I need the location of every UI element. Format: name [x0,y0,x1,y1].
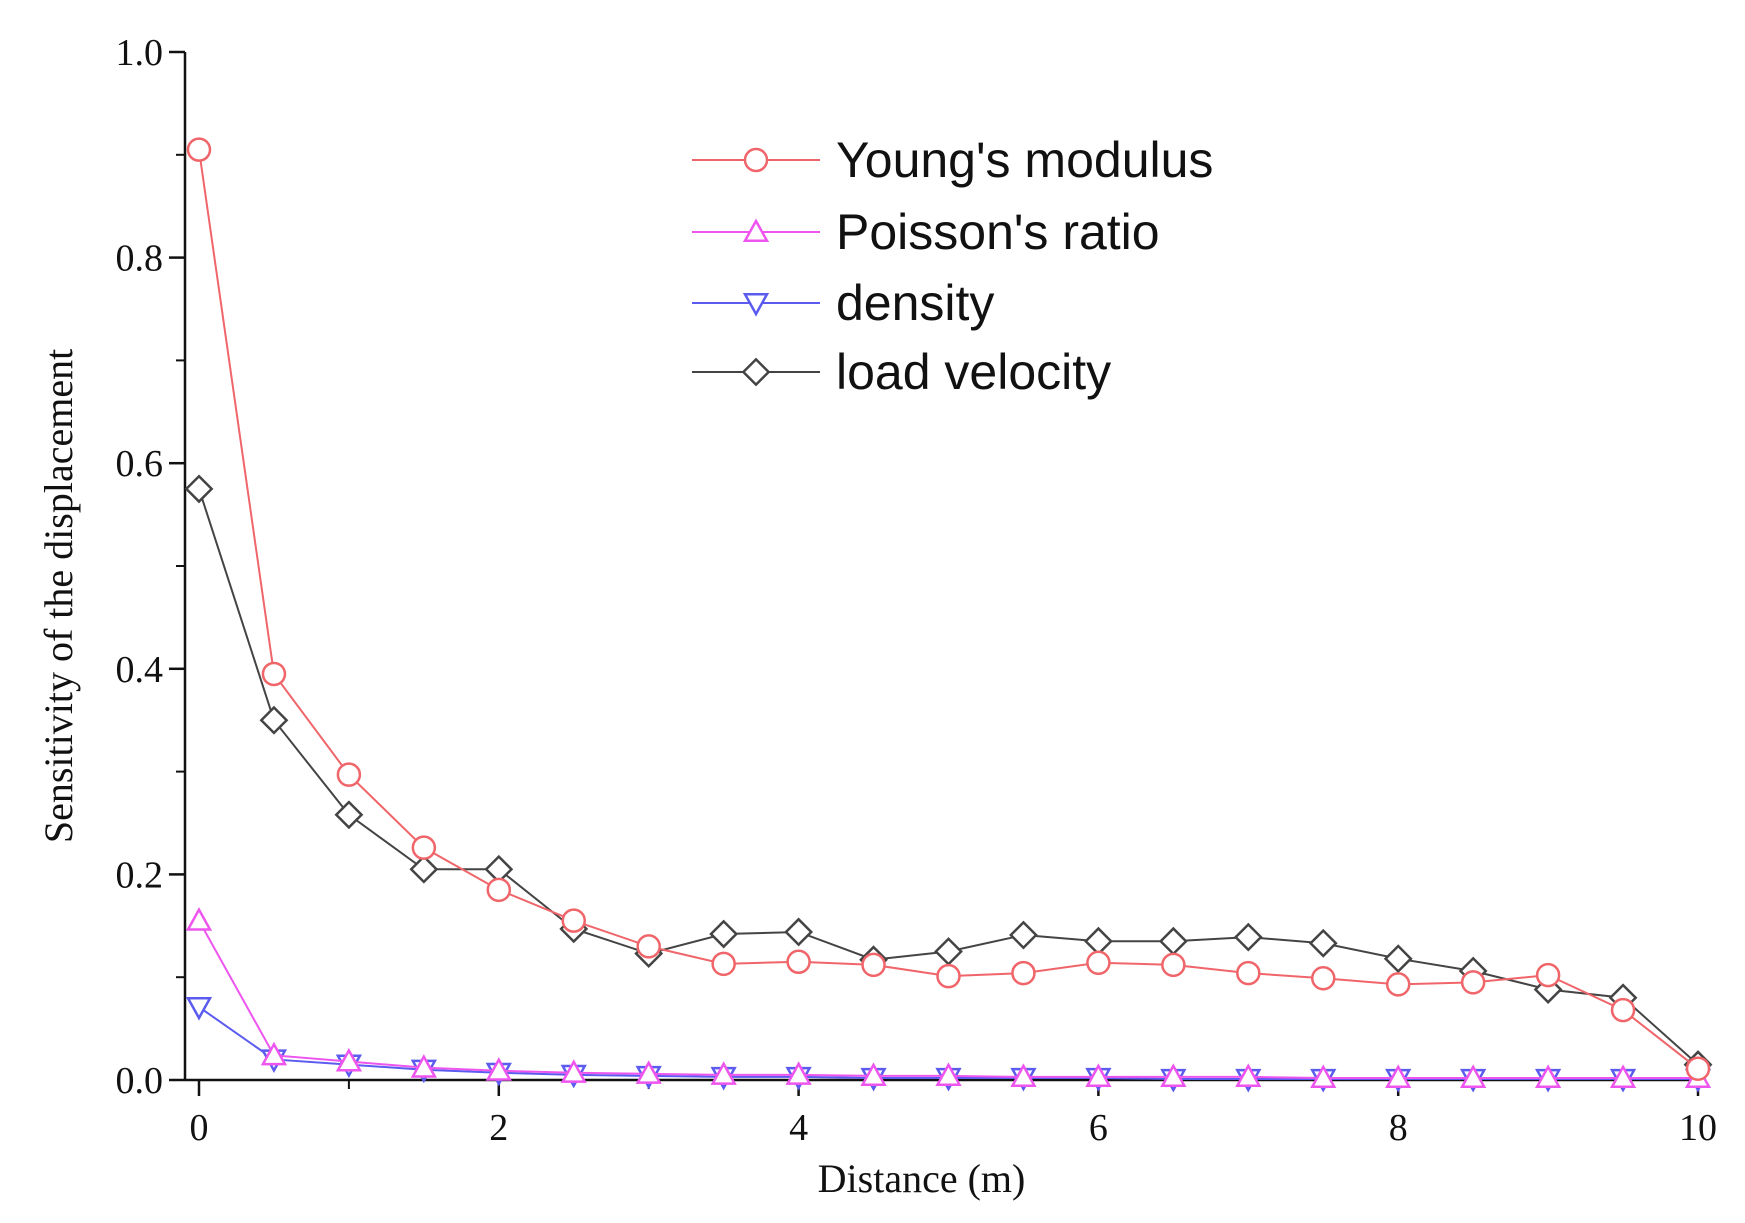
x-tick-label: 8 [1389,1107,1408,1149]
legend-label-density: density [836,275,994,331]
data-point-poisson-s-ratio [410,1054,437,1078]
legend-marker-density [742,292,770,317]
data-point-young-s-modulus [486,877,512,903]
y-tick-label: 0.8 [116,238,164,280]
y-tick-label: 0.4 [116,649,164,691]
data-point-load-velocity [1383,944,1413,974]
series-load-velocity [184,474,1713,1079]
data-point-load-velocity [409,854,439,884]
legend-marker-load-velocity [741,357,771,387]
data-point-poisson-s-ratio [335,1047,363,1072]
y-tick-label: 0.2 [116,854,164,896]
data-point-load-velocity [1533,975,1563,1004]
data-point-poisson-s-ratio [710,1061,737,1085]
y-tick-label: 0.6 [116,443,164,485]
data-point-young-s-modulus [786,949,811,975]
legend-marker-young-s-modulus [743,147,769,173]
data-point-young-s-modulus [1460,970,1486,995]
data-point-poisson-s-ratio [635,1060,662,1084]
data-point-poisson-s-ratio [1460,1064,1487,1088]
data-point-poisson-s-ratio [485,1057,512,1081]
x-tick-label: 10 [1679,1107,1717,1149]
data-point-load-velocity [784,917,814,947]
data-point-young-s-modulus [936,963,961,989]
data-point-young-s-modulus [261,661,287,687]
data-point-load-velocity [934,937,963,966]
data-point-poisson-s-ratio [1310,1064,1337,1088]
data-point-load-velocity [334,800,364,830]
data-point-young-s-modulus [1086,950,1111,976]
data-point-young-s-modulus [1385,972,1411,997]
data-point-young-s-modulus [1610,997,1636,1023]
data-point-young-s-modulus [861,952,886,978]
data-point-load-velocity [1233,922,1263,952]
data-point-poisson-s-ratio [260,1041,288,1066]
legend-label-load-velocity: load velocity [836,344,1111,400]
data-point-young-s-modulus [1535,962,1561,988]
data-point-poisson-s-ratio [1609,1064,1637,1088]
data-point-poisson-s-ratio [1160,1063,1187,1087]
legend: Young's modulus Poisson's ratio density loa… [692,132,1213,400]
data-point-poisson-s-ratio [935,1062,962,1086]
data-point-poisson-s-ratio [1085,1063,1112,1087]
x-tick-label: 0 [190,1107,209,1149]
data-point-load-velocity [259,705,289,735]
x-axis-title: Distance (m) [818,1156,1026,1201]
data-point-poisson-s-ratio [185,907,213,931]
data-point-young-s-modulus [636,934,661,959]
data-point-young-s-modulus [561,908,586,933]
y-tick-label: 0.0 [116,1060,164,1102]
data-point-poisson-s-ratio [1235,1063,1262,1087]
data-point-poisson-s-ratio [785,1061,812,1085]
data-point-poisson-s-ratio [1010,1063,1037,1087]
axes: 0.0 0.2 0.4 0.6 0.8 1.0 0 2 4 6 8 10 [116,32,1718,1149]
x-tick-label: 6 [1089,1107,1108,1149]
data-point-young-s-modulus [1011,960,1036,986]
data-point-young-s-modulus [336,762,362,787]
legend-label-young-s-modulus: Young's modulus [836,132,1213,188]
legend-marker-poisson-s-ratio [742,218,770,243]
data-point-density [185,996,213,1021]
data-point-young-s-modulus [1236,960,1261,986]
data-point-load-velocity [1083,926,1113,956]
data-point-poisson-s-ratio [860,1062,887,1086]
data-point-poisson-s-ratio [560,1059,587,1083]
data-point-poisson-s-ratio [1534,1064,1562,1088]
data-point-load-velocity [1158,926,1188,956]
x-tick-label: 2 [489,1107,508,1149]
data-point-load-velocity [709,919,739,949]
y-axis-title: Sensitivity of the displacement [36,349,81,843]
data-point-young-s-modulus [186,137,212,162]
data-point-young-s-modulus [411,835,437,860]
data-point-young-s-modulus [1311,965,1336,991]
data-point-poisson-s-ratio [1385,1064,1412,1088]
data-point-young-s-modulus [1161,952,1186,978]
data-point-load-velocity [184,474,214,504]
data-point-load-velocity [1308,928,1338,958]
legend-label-poisson-s-ratio: Poisson's ratio [836,204,1160,260]
x-tick-label: 4 [789,1107,808,1149]
data-point-young-s-modulus [711,951,736,977]
data-point-young-s-modulus [1685,1056,1711,1081]
y-tick-label: 1.0 [116,32,164,74]
data-point-load-velocity [1009,920,1038,950]
series-layer [184,137,1713,1093]
series-young-s-modulus [186,137,1711,1081]
